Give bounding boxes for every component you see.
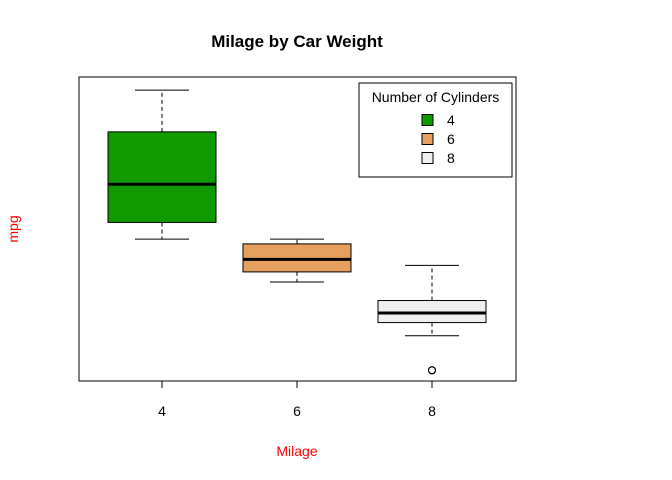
legend-swatch-8	[421, 152, 434, 164]
legend: Number of Cylinders 4 6 8	[358, 82, 513, 178]
x-tick-label: 4	[158, 403, 166, 419]
legend-box	[358, 82, 513, 178]
chart-title: Milage by Car Weight	[211, 32, 383, 51]
legend-swatch-6	[421, 133, 434, 145]
box-4	[107, 131, 217, 223]
y-axis-label: mpg	[5, 215, 21, 242]
box-group-6	[242, 238, 352, 283]
x-axis: 4 6 8	[158, 380, 436, 419]
box-group-8	[377, 264, 487, 375]
legend-label-8: 8	[447, 150, 455, 166]
x-tick-label: 8	[428, 403, 436, 419]
x-tick-label: 6	[293, 403, 301, 419]
outlier-point	[427, 366, 437, 375]
legend-swatch-4	[421, 114, 434, 126]
legend-label-4: 4	[447, 112, 455, 128]
legend-title: Number of Cylinders	[372, 89, 500, 105]
legend-label-6: 6	[447, 131, 455, 147]
box-group-4	[107, 89, 217, 240]
boxes-layer	[107, 89, 487, 375]
x-axis-label: Milage	[276, 443, 317, 459]
